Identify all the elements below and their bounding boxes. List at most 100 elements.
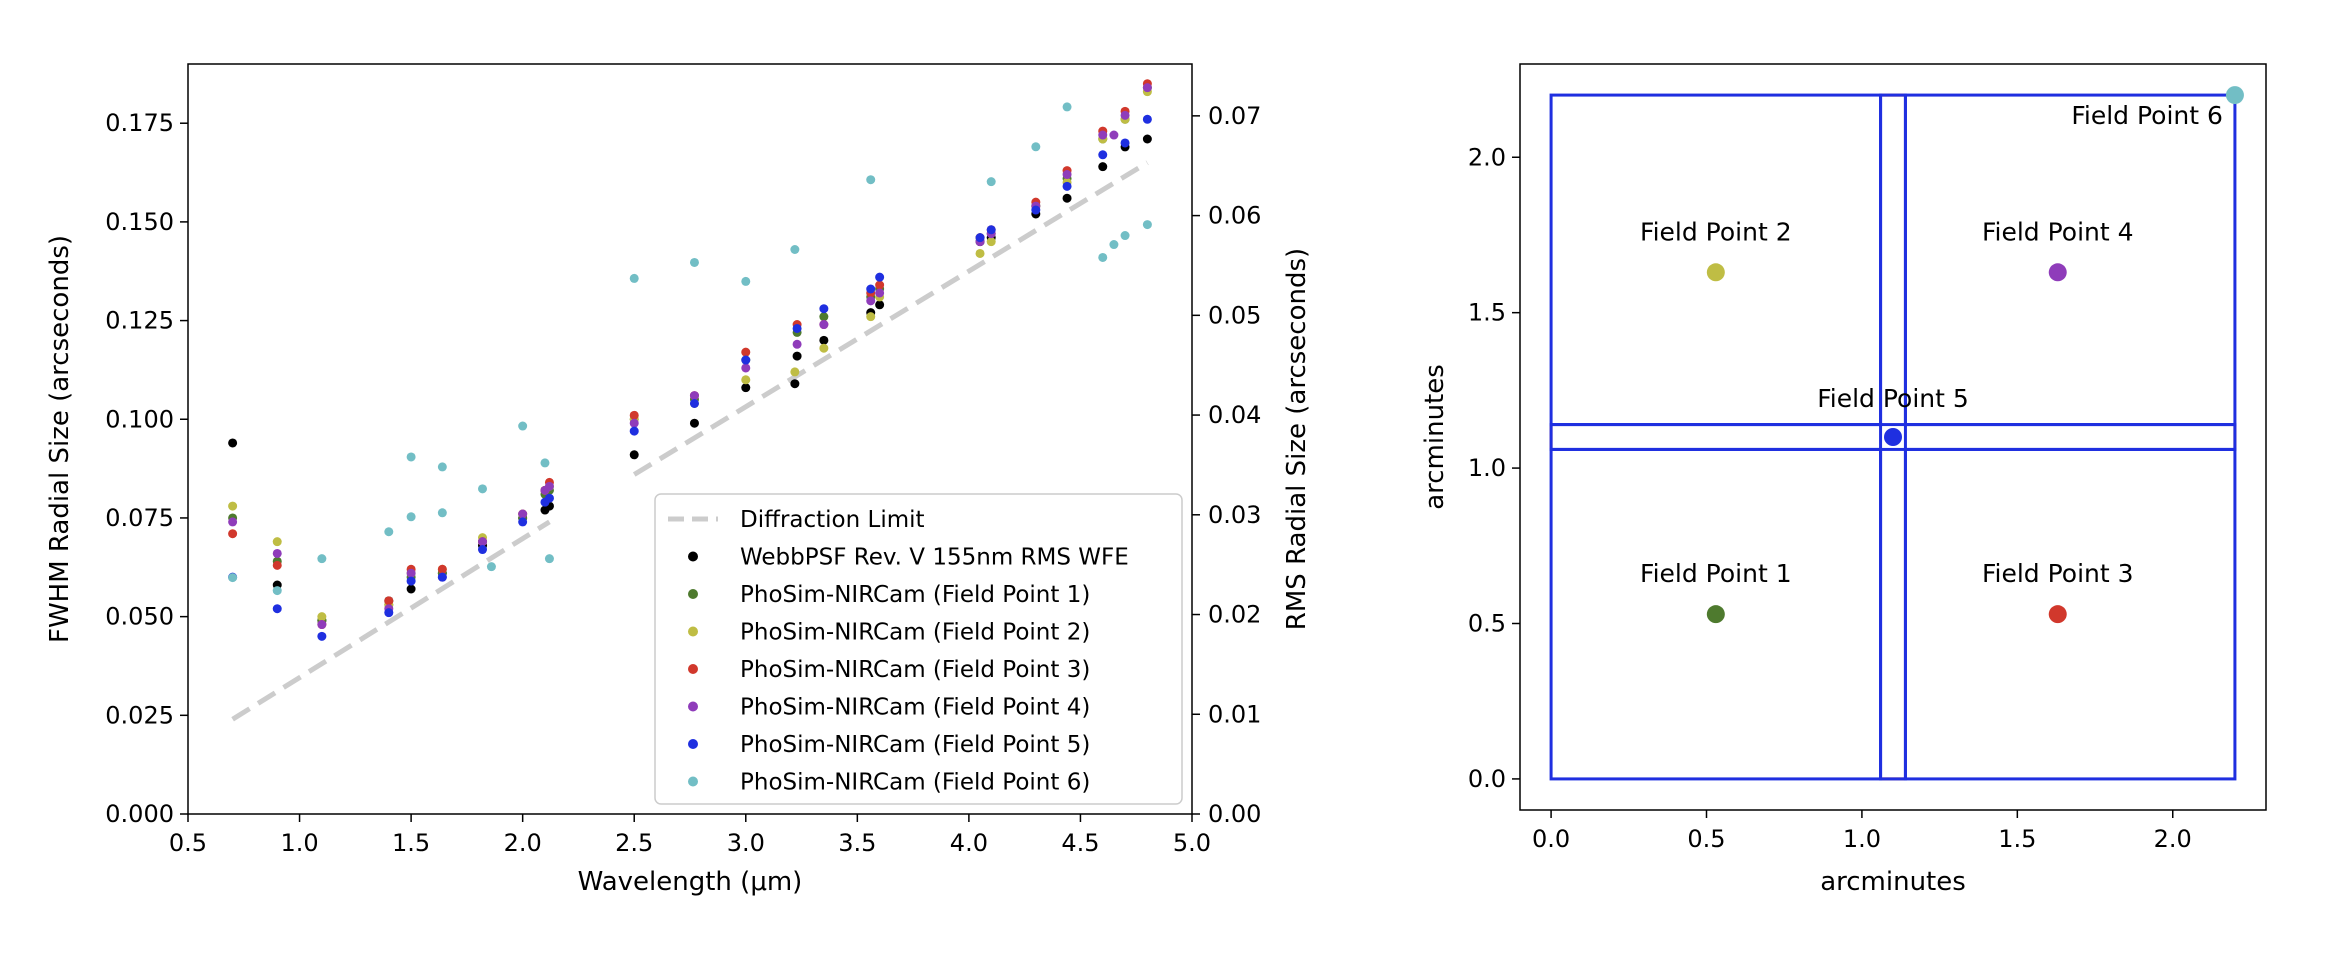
rms-y-tick-label: 0.00 [1208,800,1261,828]
series-0-point [228,438,238,448]
map-y-tick-label: 1.0 [1468,454,1506,482]
map-y-tick-label: 1.5 [1468,299,1506,327]
series-5-point [792,323,802,333]
series-5-point [986,225,996,235]
series-6-point [540,458,550,468]
diffraction-limit-segment [231,519,551,722]
series-5-point [437,572,447,582]
detector-outline [1903,447,2237,781]
rms-y-tick-label: 0.04 [1208,401,1261,429]
series-4-point [875,288,885,298]
series-4-point [792,339,802,349]
fwhm-x-tick-label: 1.5 [392,829,430,857]
legend-dot-swatch [688,739,698,749]
field-point-1-marker [1706,605,1725,624]
legend-label: WebbPSF Rev. V 155nm RMS WFE [740,545,1129,571]
series-0-point [406,584,416,594]
series-0-point [819,335,829,345]
map-marks: Field Point 1 Field Point 2 Field Point 3 F… [1549,86,2244,781]
series-6-point [544,554,554,564]
series-6-point [272,586,282,596]
series-0-point [741,383,751,393]
series-5-point [478,545,488,555]
series-6-point [1120,231,1130,241]
series-0-point [875,300,885,310]
series-5-point [1062,181,1072,191]
map-y-tick-label: 0.0 [1468,765,1506,793]
legend-label: PhoSim-NIRCam (Field Point 4) [740,695,1090,721]
series-4-point [272,548,282,558]
fwhm-x-axis-label: Wavelength (μm) [578,867,803,897]
map-x-tick-label: 1.0 [1843,825,1881,853]
rms-y-tick-label: 0.01 [1208,700,1261,728]
diffraction-limit-segment [632,160,1149,477]
series-2-point [790,367,800,377]
series-4-point [228,517,238,527]
series-5-point [875,272,885,282]
rms-y-tick-label: 0.06 [1208,202,1261,230]
series-0-point [629,450,639,460]
series-4-point [689,391,699,401]
series-0-point [1062,193,1072,203]
map-x-tick-label: 2.0 [2154,825,2192,853]
series-4-point [1142,83,1152,93]
series-4-point [1062,170,1072,180]
legend-label: PhoSim-NIRCam (Field Point 5) [740,732,1090,758]
fwhm-y-tick-label: 0.100 [105,405,174,433]
series-6-point [629,273,639,283]
series-6-point [689,257,699,267]
series-6-point [866,175,876,185]
legend-entries: Diffraction Limit WebbPSF Rev. V 155nm RM… [668,507,1129,796]
series-4-point [819,320,829,330]
series-0-point [1098,162,1108,172]
series-5-point [1142,114,1152,124]
series-5-point [741,355,751,365]
legend-frame [654,493,1183,805]
series-3-point [875,280,885,290]
series-4-point [1120,110,1130,120]
field-point-2-marker [1706,263,1725,282]
series-5-point [689,398,699,408]
series-2-point [272,537,282,547]
series-6-point [518,421,528,431]
series-5-point [1031,205,1041,215]
series-4-point [741,363,751,373]
series-5-point [544,493,554,503]
field-point-5-marker [1884,428,1902,446]
series-4-point [629,418,639,428]
series-2-point [317,612,327,622]
fwhm-legend: Diffraction Limit WebbPSF Rev. V 155nm RM… [654,493,1183,805]
rms-y-tick-label: 0.03 [1208,501,1261,529]
field-point-4-marker [2048,263,2067,282]
series-5-point [272,604,282,614]
legend-dot-swatch [688,626,698,637]
series-6-point [228,573,238,583]
legend-label: Diffraction Limit [740,507,925,533]
map-plot-area [1519,63,2267,811]
series-6-point [486,562,496,572]
detector-outline [1879,93,1907,781]
series-5-point [406,576,416,586]
series-6-point [384,527,394,537]
fwhm-y-tick-label: 0.025 [105,701,174,729]
series-0-point [689,418,699,428]
legend-dot-swatch [688,589,698,599]
series-4-point [317,620,327,630]
series-3-point [629,410,639,420]
field-point-3-marker [2048,605,2067,624]
series-2-point [975,248,985,258]
series-6-point [1109,240,1119,250]
legend-label: PhoSim-NIRCam (Field Point 6) [740,770,1090,796]
fwhm-y-tick-label: 0.000 [105,800,174,828]
series-2-point [986,237,996,247]
series-3-point [741,347,751,357]
series-5-point [384,608,394,618]
map-x-tick-label: 0.0 [1532,825,1570,853]
fwhm-y-tick-label: 0.050 [105,603,174,631]
series-4-point [478,537,488,547]
detector-outline [1903,93,2237,427]
fwhm-marks [228,79,1152,722]
series-5-point [975,233,985,243]
field-point-3-label: Field Point 3 [1982,559,2134,588]
